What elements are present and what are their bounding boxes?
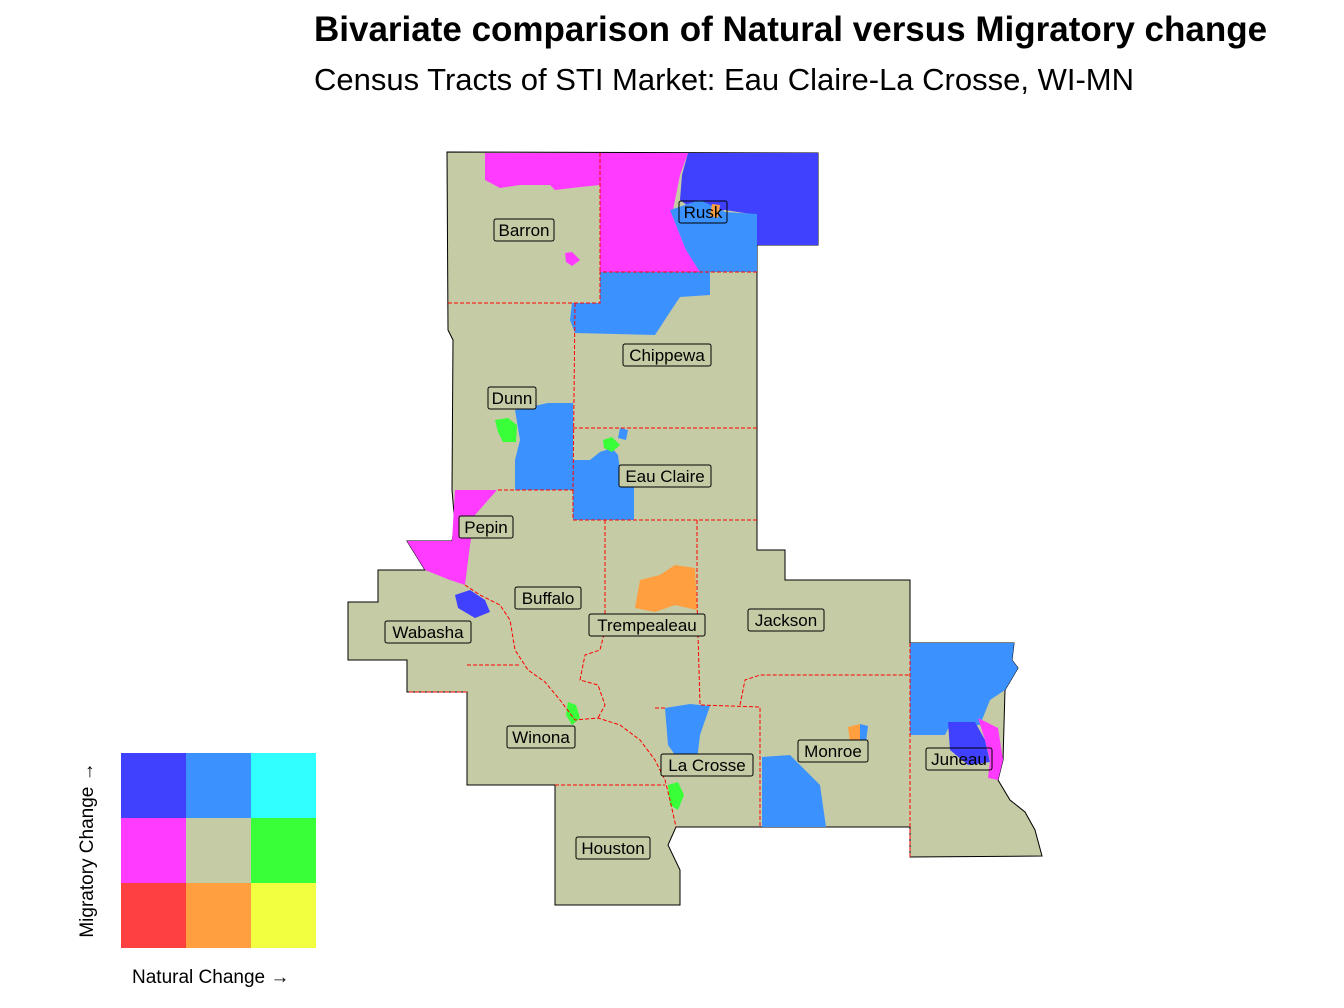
county-label-eau-claire: Eau Claire — [618, 464, 712, 488]
county-name: Chippewa — [629, 346, 705, 365]
county-name: Jackson — [755, 611, 817, 630]
tract-lacrosse-green — [668, 782, 684, 810]
legend-cell — [121, 818, 186, 883]
tract-juneau-magenta — [978, 718, 1003, 780]
county-name: Trempealeau — [597, 616, 697, 635]
tract-barron-north — [485, 153, 600, 190]
county-label-wabasha: Wabasha — [384, 620, 472, 644]
tract-rusk-east — [680, 153, 818, 245]
county-name: Dunn — [492, 389, 533, 408]
tract-rusk-orange — [710, 204, 720, 218]
county-name: Wabasha — [392, 623, 464, 642]
county-name: Monroe — [804, 742, 862, 761]
tract-barron-small — [565, 252, 580, 266]
county-label-buffalo: Buffalo — [514, 586, 582, 610]
county-borders — [407, 153, 911, 857]
legend-cell — [251, 883, 316, 948]
tract-lacrosse-blue — [665, 704, 710, 762]
tract-winona-green — [566, 702, 580, 725]
tract-dunn-city — [515, 403, 573, 490]
county-label-jackson: Jackson — [747, 608, 825, 632]
tract-monroe-orange — [848, 724, 862, 742]
legend-cell — [251, 753, 316, 818]
county-name: Barron — [498, 221, 549, 240]
legend-y-label: Migratory Change → — [77, 762, 98, 938]
county-name: Eau Claire — [625, 467, 704, 486]
tract-wabasha-blue — [455, 590, 490, 618]
tract-chippewa-north — [570, 272, 710, 335]
county-label-winona: Winona — [506, 725, 576, 749]
legend-x-label: Natural Change → — [132, 967, 290, 988]
county-label-dunn: Dunn — [487, 386, 537, 410]
legend-cell — [186, 753, 251, 818]
county-name: Pepin — [464, 518, 507, 537]
tract-dunn-green — [495, 418, 517, 442]
county-name: Winona — [512, 728, 570, 747]
tract-rusk-center — [670, 200, 757, 272]
county-name: Buffalo — [522, 589, 575, 608]
legend-cell — [186, 883, 251, 948]
county-label-monroe: Monroe — [797, 739, 869, 763]
tract-monroe-blue — [762, 755, 826, 827]
tract-pepin — [407, 490, 497, 585]
county-name: Houston — [581, 839, 644, 858]
county-label-trempealeau: Trempealeau — [588, 613, 706, 637]
county-label-barron: Barron — [493, 218, 555, 242]
legend-cell — [121, 753, 186, 818]
tract-monroe-blue-small — [860, 724, 868, 742]
county-label-houston: Houston — [575, 836, 651, 860]
county-name: Juneau — [931, 750, 987, 769]
county-label-la-crosse: La Crosse — [660, 753, 754, 777]
tract-rusk-west — [600, 153, 700, 272]
map-title: Bivariate comparison of Natural versus M… — [314, 10, 1268, 49]
county-label-juneau: Juneau — [925, 747, 993, 771]
county-label-rusk: Rusk — [678, 200, 728, 224]
legend-cell — [251, 818, 316, 883]
tract-eauclaire-green — [603, 437, 620, 452]
tract-juneau-dark — [948, 722, 990, 765]
tract-juneau-north — [910, 643, 1018, 735]
county-label-chippewa: Chippewa — [622, 343, 712, 367]
legend-cell — [121, 883, 186, 948]
market-area — [347, 151, 1043, 906]
legend-cell — [186, 818, 251, 883]
bivariate-legend — [121, 753, 316, 948]
tract-trempealeau-orange — [635, 565, 697, 612]
county-name: La Crosse — [668, 756, 745, 775]
tract-eauclaire-blue-small — [618, 428, 628, 440]
county-label-pepin: Pepin — [458, 515, 514, 539]
map-subtitle: Census Tracts of STI Market: Eau Claire-… — [314, 62, 1134, 97]
county-name: Rusk — [684, 203, 723, 222]
